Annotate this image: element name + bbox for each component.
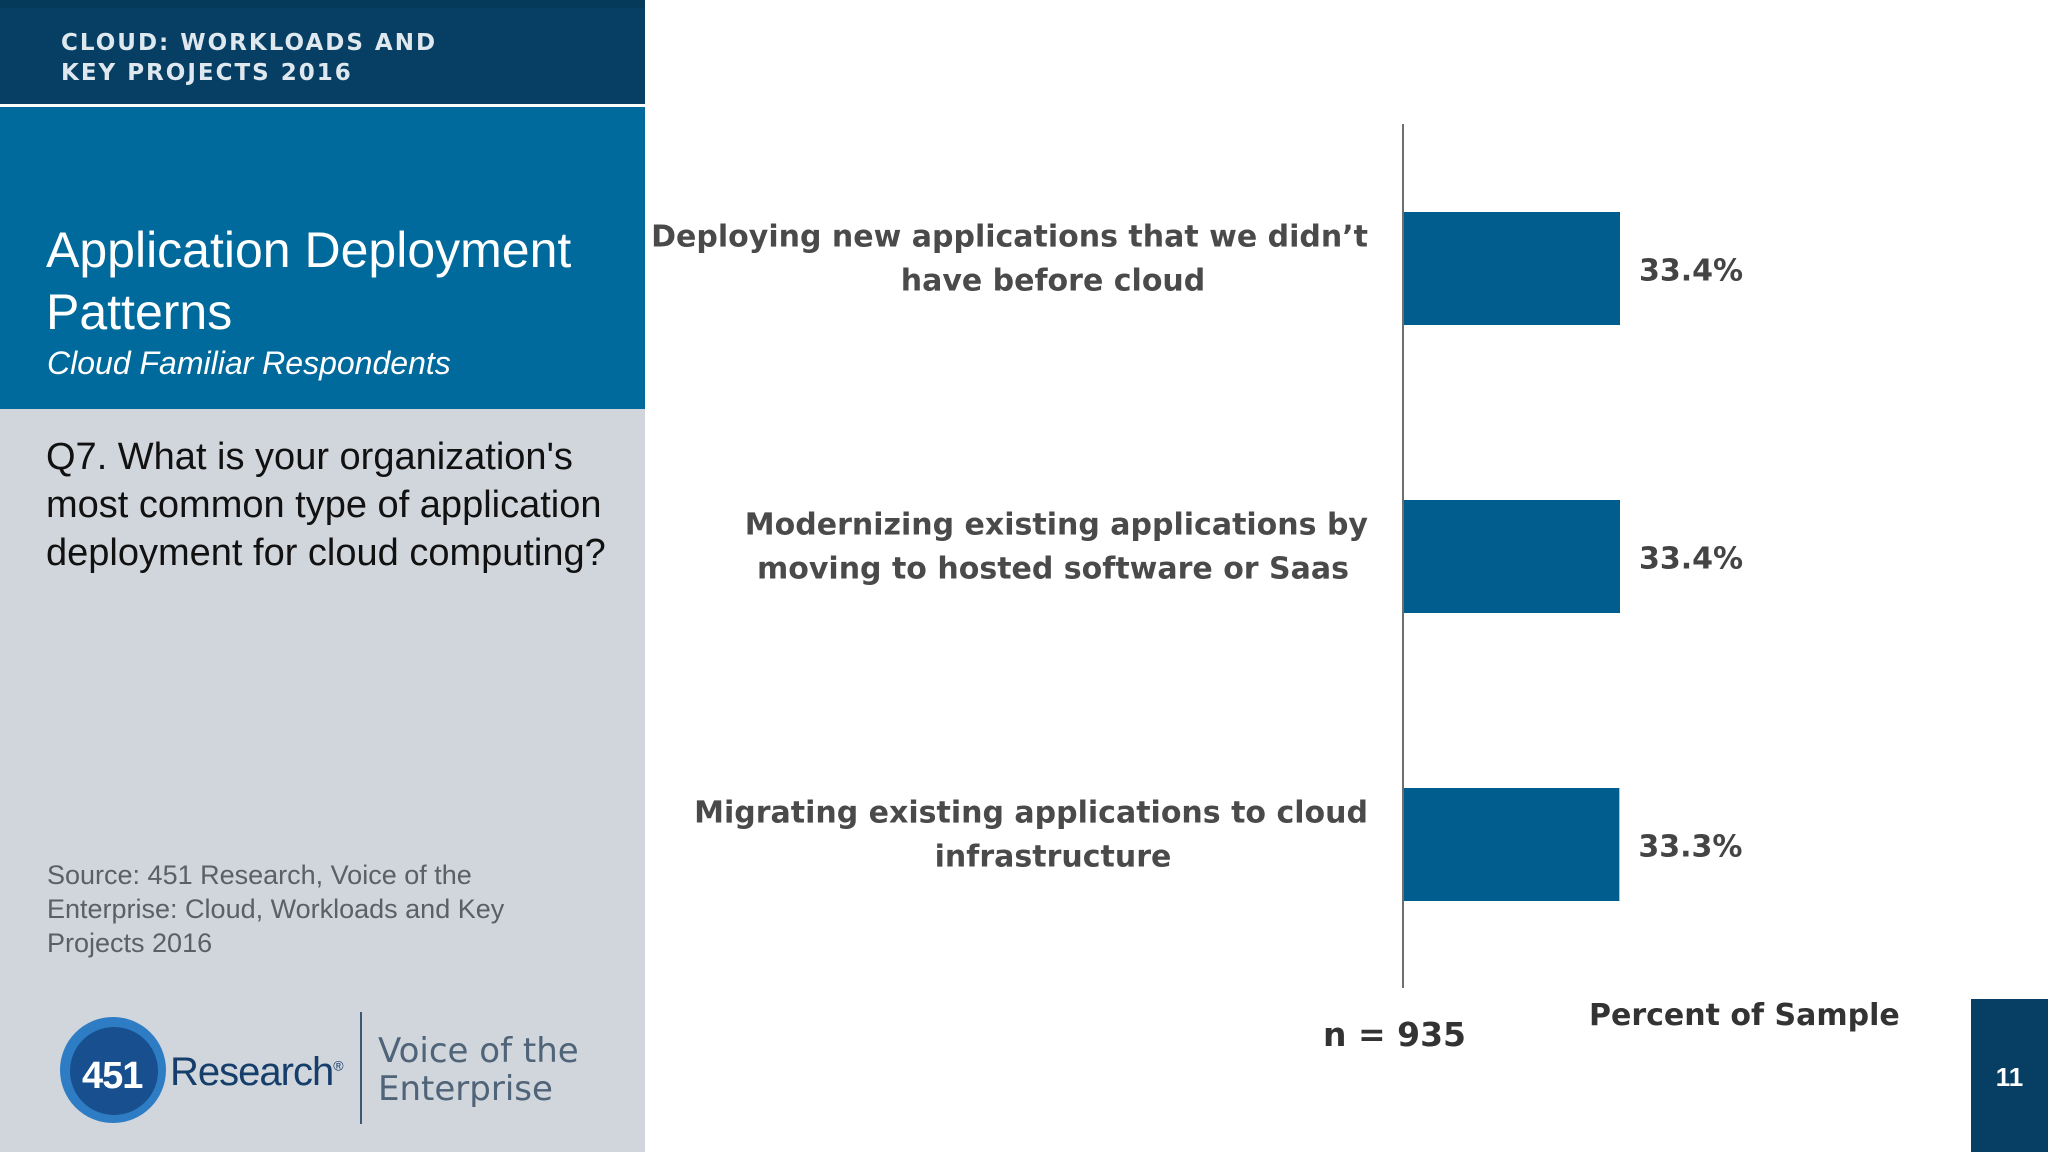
logo-separator bbox=[360, 1012, 362, 1124]
x-axis-label: Percent of Sample bbox=[1589, 998, 1900, 1033]
logo-number: 451 bbox=[82, 1055, 143, 1097]
chart-area: 33.4% Deploying new applications that we … bbox=[645, 0, 2048, 1152]
report-title: CLOUD: WORKLOADS AND KEY PROJECTS 2016 bbox=[61, 28, 621, 88]
category-label-1-line-2: have before cloud bbox=[901, 264, 1206, 299]
bar-2 bbox=[1404, 500, 1620, 613]
logo-tagline-line1: Voice of the bbox=[378, 1031, 579, 1071]
top-band bbox=[0, 0, 645, 8]
source-note: Source: 451 Research, Voice of the Enter… bbox=[47, 860, 505, 958]
slide-subtitle: Cloud Familiar Respondents bbox=[47, 345, 451, 381]
report-title-line1: CLOUD: WORKLOADS AND bbox=[61, 30, 438, 56]
logo-registered-mark: ® bbox=[333, 1057, 343, 1074]
page-number-box: 11 bbox=[1971, 999, 2048, 1152]
logo-tagline: Voice of the Enterprise bbox=[378, 1032, 579, 1108]
sample-size-label: n = 935 bbox=[1323, 1015, 1467, 1054]
logo-inner-circle bbox=[70, 1027, 158, 1115]
data-label-1: 33.4% bbox=[1639, 254, 1743, 289]
bar-chart: 33.4% Deploying new applications that we … bbox=[651, 124, 1743, 988]
logo-circle-icon: 451 bbox=[60, 1017, 166, 1123]
logo-wordmark: Research® bbox=[170, 1050, 344, 1095]
logo-tagline-line2: Enterprise bbox=[378, 1069, 553, 1109]
bar-3 bbox=[1404, 788, 1620, 901]
category-label-3-line-2: infrastructure bbox=[935, 840, 1172, 875]
header-divider bbox=[0, 104, 645, 107]
survey-question: Q7. What is your organization's most com… bbox=[46, 436, 606, 574]
page-number: 11 bbox=[1995, 1062, 2024, 1092]
title-box: Application Deployment Patterns Cloud Fa… bbox=[0, 107, 645, 409]
category-label-1-line-1: Deploying new applications that we didn’… bbox=[651, 220, 1368, 255]
category-label-2-line-2: moving to hosted software or Saas bbox=[757, 552, 1349, 587]
report-header: CLOUD: WORKLOADS AND KEY PROJECTS 2016 bbox=[0, 8, 645, 104]
category-label-2-line-1: Modernizing existing applications by bbox=[745, 508, 1369, 543]
logo-word: Research bbox=[170, 1050, 334, 1094]
bar-1 bbox=[1404, 212, 1620, 325]
report-title-line2: KEY PROJECTS 2016 bbox=[61, 60, 353, 86]
data-label-2: 33.4% bbox=[1639, 542, 1743, 577]
data-label-3: 33.3% bbox=[1638, 830, 1742, 865]
category-label-3-line-1: Migrating existing applications to cloud bbox=[694, 796, 1368, 831]
slide-title: Application Deployment Patterns bbox=[46, 222, 572, 340]
451-research-logo: 451 Research® Voice of the Enterprise bbox=[58, 1012, 648, 1128]
